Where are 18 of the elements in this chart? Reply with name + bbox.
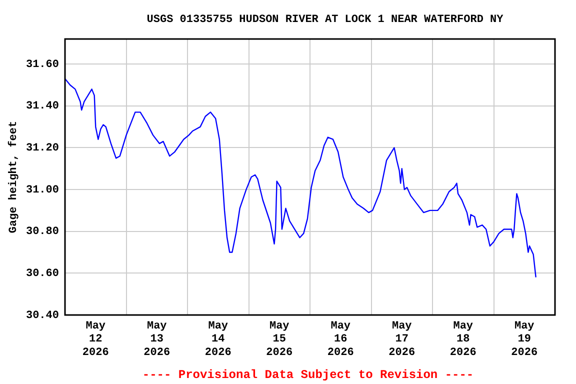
x-tick-label: May 14 2026 [204, 320, 232, 359]
y-tick-label: 31.40 [26, 100, 59, 113]
y-tick-label: 31.00 [26, 184, 59, 196]
y-tick-label: 31.20 [26, 142, 59, 154]
y-tick-label: 30.40 [26, 310, 59, 322]
x-tick-label: May 12 2026 [82, 320, 109, 359]
x-tick-label: May 15 2026 [266, 320, 293, 359]
y-axis-title: Gage height, feet [6, 120, 20, 234]
y-tick-label: 30.80 [26, 226, 59, 238]
x-tick-label: May 16 2026 [327, 320, 354, 359]
x-tick-label: May 19 2026 [511, 320, 538, 359]
y-tick-label: 30.60 [26, 268, 59, 280]
text: ---- Provisional Data Subject to Revision ---- [142, 368, 474, 382]
x-tick-label: May 13 2026 [144, 320, 170, 359]
x-tick-label: May 18 2026 [450, 320, 476, 359]
y-tick-label: 31.60 [26, 58, 59, 71]
x-tick-label: May 17 2026 [388, 320, 416, 359]
chart-title: USGS 01335755 HUDSON RIVER AT LOCK 1 NEAR WATERFORD NY [146, 14, 504, 26]
